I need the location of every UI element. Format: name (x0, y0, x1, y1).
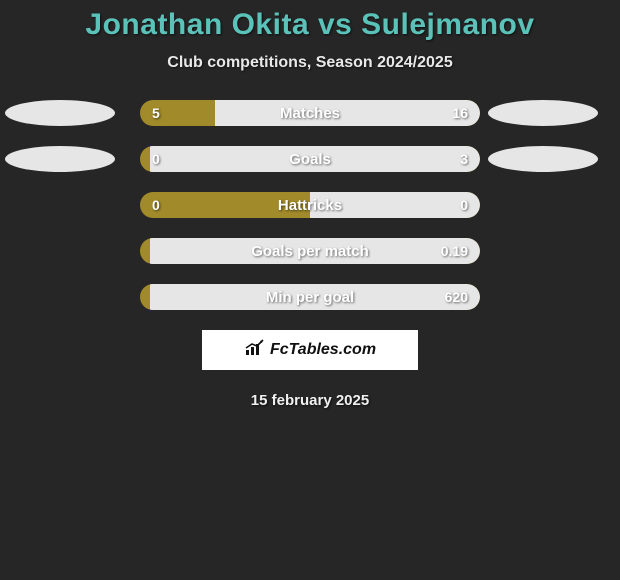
stat-value-right: 16 (452, 100, 468, 126)
page-title: Jonathan Okita vs Sulejmanov (0, 8, 620, 42)
player-left-marker (5, 146, 115, 172)
player-right-marker (488, 146, 598, 172)
source-text: FcTables.com (270, 341, 376, 359)
stat-bar: 00Hattricks (140, 192, 480, 218)
stat-bar: 03Goals (140, 146, 480, 172)
page-subtitle: Club competitions, Season 2024/2025 (0, 54, 620, 72)
source-badge: FcTables.com (202, 330, 418, 370)
stat-row: 00Hattricks (0, 192, 620, 218)
stat-bar: 516Matches (140, 100, 480, 126)
player-right-marker (488, 100, 598, 126)
bar-right-fill (310, 192, 480, 218)
stats-list: 516Matches03Goals00Hattricks0.19Goals pe… (0, 100, 620, 310)
stat-row: 516Matches (0, 100, 620, 126)
stat-bar: 620Min per goal (140, 284, 480, 310)
stat-value-right: 620 (445, 284, 468, 310)
stat-row: 620Min per goal (0, 284, 620, 310)
date-text: 15 february 2025 (0, 392, 620, 409)
bar-right-fill (215, 100, 480, 126)
stat-row: 0.19Goals per match (0, 238, 620, 264)
stat-value-right: 0 (460, 192, 468, 218)
bar-right-fill (150, 146, 480, 172)
stat-value-right: 3 (460, 146, 468, 172)
bar-right-fill (150, 238, 480, 264)
stat-value-left: 0 (152, 146, 160, 172)
bar-right-fill (150, 284, 480, 310)
stat-value-left: 5 (152, 100, 160, 126)
stat-value-right: 0.19 (441, 238, 468, 264)
chart-icon (244, 339, 266, 362)
stat-value-left: 0 (152, 192, 160, 218)
stat-bar: 0.19Goals per match (140, 238, 480, 264)
stat-row: 03Goals (0, 146, 620, 172)
comparison-card: Jonathan Okita vs Sulejmanov Club compet… (0, 0, 620, 409)
player-left-marker (5, 100, 115, 126)
